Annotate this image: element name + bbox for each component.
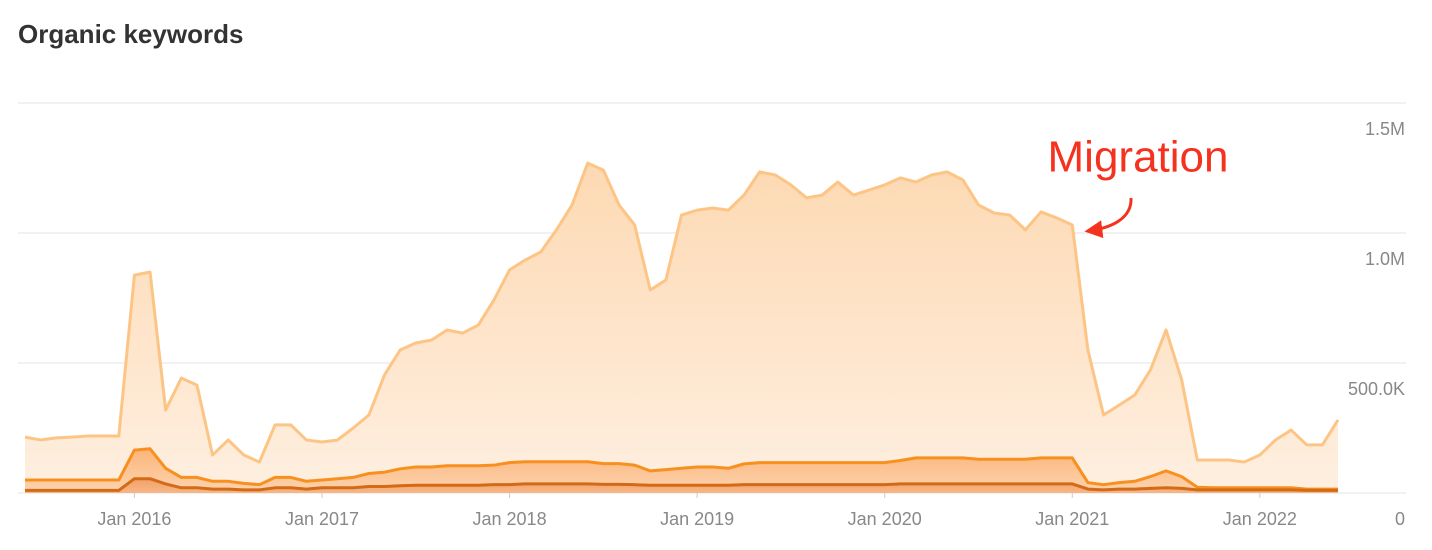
y-tick-label: 500.0K — [1348, 379, 1405, 399]
area-fill — [25, 163, 1338, 490]
x-tick-label: Jan 2017 — [285, 509, 359, 529]
y-tick-label: 1.5M — [1365, 119, 1405, 139]
annotation: Migration — [1048, 133, 1229, 182]
areas — [25, 163, 1338, 493]
series-line — [24, 161, 1340, 464]
x-tick-label: Jan 2021 — [1035, 509, 1109, 529]
annotation-arrow — [1084, 197, 1133, 239]
x-tick-label: Jan 2018 — [473, 509, 547, 529]
x-tick-label: Jan 2022 — [1223, 509, 1297, 529]
x-tick-label: Jan 2020 — [848, 509, 922, 529]
y-tick-label: 0 — [1395, 509, 1405, 529]
chart-title: Organic keywords — [18, 19, 243, 49]
x-tick-label: Jan 2016 — [97, 509, 171, 529]
series-line — [25, 477, 1338, 492]
lines — [24, 161, 1340, 492]
y-tick-label: 1.0M — [1365, 249, 1405, 269]
series-line — [25, 447, 1338, 491]
x-tick-label: Jan 2019 — [660, 509, 734, 529]
